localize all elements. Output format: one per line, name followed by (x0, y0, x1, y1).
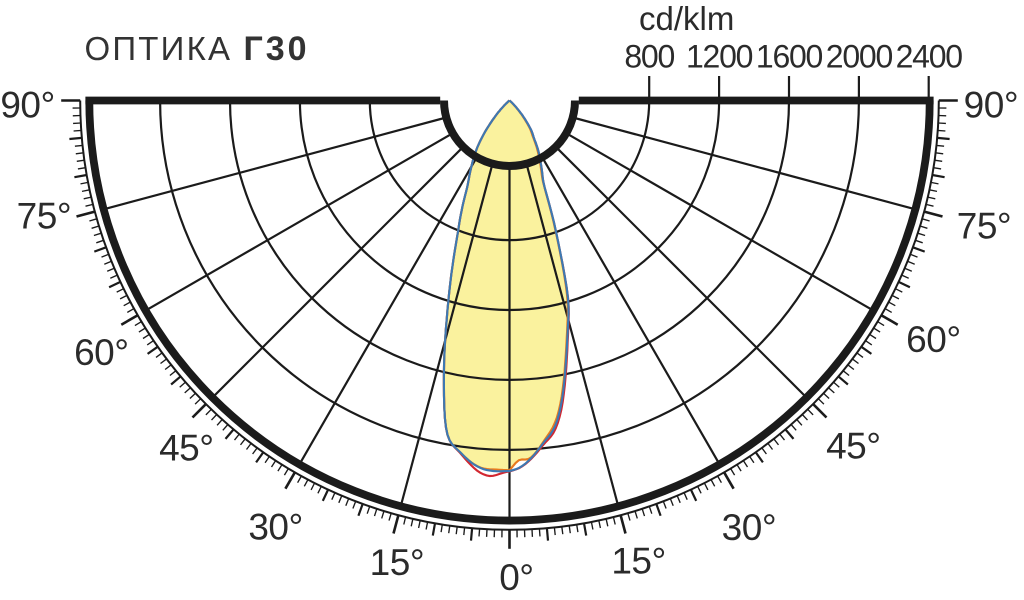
svg-text:75°: 75° (957, 206, 1011, 247)
svg-text:2000: 2000 (826, 39, 893, 75)
svg-text:60°: 60° (906, 319, 960, 360)
svg-text:90°: 90° (0, 84, 54, 125)
svg-text:30°: 30° (722, 507, 776, 548)
svg-text:15°: 15° (611, 541, 665, 582)
svg-text:1200: 1200 (686, 39, 753, 75)
svg-text:0°: 0° (499, 557, 533, 598)
svg-text:ОПТИКА: ОПТИКА (85, 30, 233, 67)
svg-text:30°: 30° (248, 507, 302, 548)
svg-text:60°: 60° (74, 332, 128, 373)
svg-text:2400: 2400 (896, 39, 963, 75)
svg-text:15°: 15° (370, 542, 424, 583)
svg-text:800: 800 (624, 39, 674, 75)
svg-text:cd/klm: cd/klm (639, 0, 734, 37)
svg-text:Г30: Г30 (244, 30, 310, 68)
svg-text:75°: 75° (17, 195, 71, 236)
svg-text:1600: 1600 (756, 39, 823, 75)
svg-text:45°: 45° (159, 428, 213, 469)
svg-text:90°: 90° (964, 85, 1018, 126)
svg-text:45°: 45° (826, 426, 880, 467)
